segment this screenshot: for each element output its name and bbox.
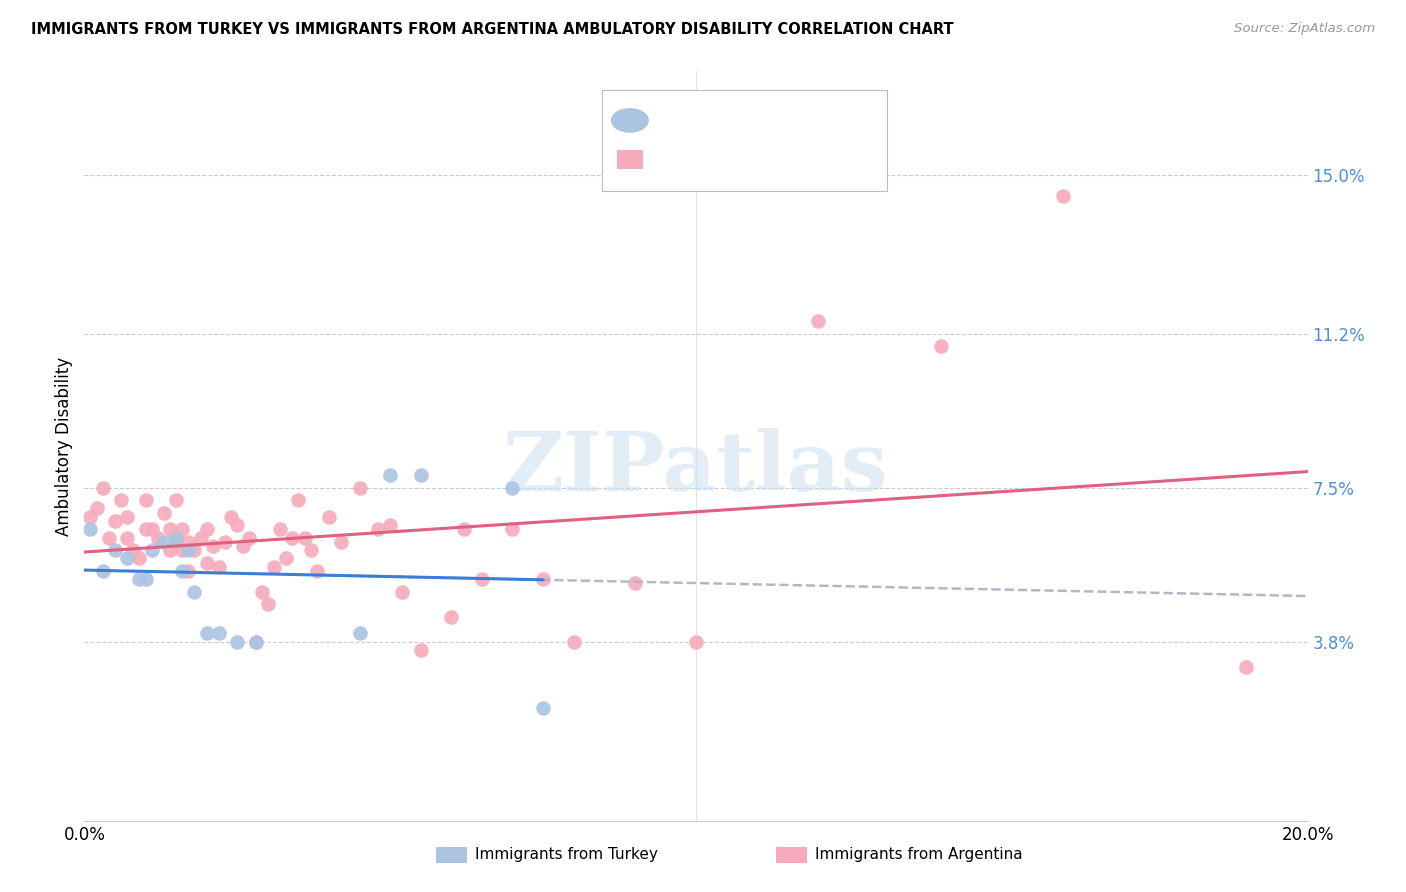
Point bbox=[1052, 189, 1074, 203]
Point bbox=[263, 559, 285, 574]
Point bbox=[257, 597, 280, 611]
Text: 64: 64 bbox=[804, 149, 827, 167]
Point bbox=[391, 584, 413, 599]
Point bbox=[135, 572, 157, 586]
Point bbox=[380, 468, 402, 483]
Text: N =: N = bbox=[762, 112, 799, 129]
Text: 0.507: 0.507 bbox=[703, 112, 755, 129]
Point bbox=[172, 543, 194, 558]
Point bbox=[195, 522, 218, 536]
Point bbox=[195, 626, 218, 640]
Point bbox=[190, 531, 212, 545]
Point bbox=[115, 509, 138, 524]
Point bbox=[269, 522, 291, 536]
Point bbox=[183, 543, 205, 558]
Point bbox=[330, 534, 353, 549]
Text: ZIPatlas: ZIPatlas bbox=[503, 428, 889, 508]
Point bbox=[153, 534, 176, 549]
Point bbox=[177, 543, 200, 558]
Point bbox=[502, 481, 524, 495]
Point bbox=[104, 514, 127, 528]
Point bbox=[128, 551, 150, 566]
Point bbox=[172, 522, 194, 536]
Point bbox=[128, 572, 150, 586]
Point bbox=[172, 564, 194, 578]
Point bbox=[141, 522, 163, 536]
Text: Immigrants from Turkey: Immigrants from Turkey bbox=[475, 847, 658, 862]
Point bbox=[250, 584, 273, 599]
Text: R =: R = bbox=[657, 112, 693, 129]
Point bbox=[409, 468, 432, 483]
Point bbox=[165, 531, 187, 545]
Point bbox=[281, 531, 304, 545]
Point bbox=[226, 634, 249, 648]
Point bbox=[214, 534, 236, 549]
Y-axis label: Ambulatory Disability: Ambulatory Disability bbox=[55, 357, 73, 535]
Point bbox=[159, 543, 181, 558]
Point bbox=[146, 531, 169, 545]
Point bbox=[183, 584, 205, 599]
Point bbox=[471, 572, 494, 586]
Point bbox=[97, 531, 120, 545]
Point bbox=[165, 493, 187, 508]
Point bbox=[219, 509, 242, 524]
Point bbox=[562, 634, 585, 648]
Point bbox=[349, 481, 371, 495]
Text: Source: ZipAtlas.com: Source: ZipAtlas.com bbox=[1234, 22, 1375, 36]
Point bbox=[305, 564, 328, 578]
Point bbox=[367, 522, 389, 536]
Point bbox=[115, 531, 138, 545]
Point bbox=[159, 522, 181, 536]
Text: 21: 21 bbox=[804, 112, 827, 129]
Point bbox=[502, 522, 524, 536]
Point bbox=[91, 481, 114, 495]
Point bbox=[531, 701, 554, 715]
Point bbox=[276, 551, 298, 566]
Point bbox=[245, 634, 267, 648]
Point bbox=[177, 564, 200, 578]
Point bbox=[685, 634, 707, 648]
Point bbox=[531, 572, 554, 586]
Point bbox=[79, 522, 101, 536]
Point bbox=[453, 522, 475, 536]
Point bbox=[299, 543, 322, 558]
Point bbox=[287, 493, 309, 508]
Point bbox=[624, 576, 647, 591]
Point bbox=[141, 543, 163, 558]
Point bbox=[226, 518, 249, 533]
Point bbox=[232, 539, 254, 553]
Point bbox=[238, 531, 260, 545]
Text: -0.089: -0.089 bbox=[703, 149, 762, 167]
Point bbox=[135, 493, 157, 508]
Text: Immigrants from Argentina: Immigrants from Argentina bbox=[815, 847, 1024, 862]
Point bbox=[153, 506, 176, 520]
Point bbox=[208, 626, 231, 640]
Point bbox=[380, 518, 402, 533]
Point bbox=[409, 643, 432, 657]
Point bbox=[115, 551, 138, 566]
Text: IMMIGRANTS FROM TURKEY VS IMMIGRANTS FROM ARGENTINA AMBULATORY DISABILITY CORREL: IMMIGRANTS FROM TURKEY VS IMMIGRANTS FRO… bbox=[31, 22, 953, 37]
Point bbox=[201, 539, 224, 553]
Point bbox=[91, 564, 114, 578]
Point bbox=[349, 626, 371, 640]
Point bbox=[318, 509, 340, 524]
Point bbox=[1236, 659, 1258, 673]
Point bbox=[195, 556, 218, 570]
Point bbox=[110, 493, 132, 508]
Point bbox=[79, 509, 101, 524]
Point bbox=[807, 314, 830, 328]
Text: N =: N = bbox=[762, 149, 799, 167]
Point bbox=[104, 543, 127, 558]
Point bbox=[294, 531, 316, 545]
Point bbox=[208, 559, 231, 574]
Text: R =: R = bbox=[657, 149, 693, 167]
Point bbox=[245, 634, 267, 648]
Point bbox=[929, 339, 952, 353]
Point bbox=[86, 501, 108, 516]
Point bbox=[165, 531, 187, 545]
Point bbox=[122, 543, 145, 558]
Point bbox=[440, 609, 463, 624]
Point bbox=[177, 534, 200, 549]
Point bbox=[135, 522, 157, 536]
